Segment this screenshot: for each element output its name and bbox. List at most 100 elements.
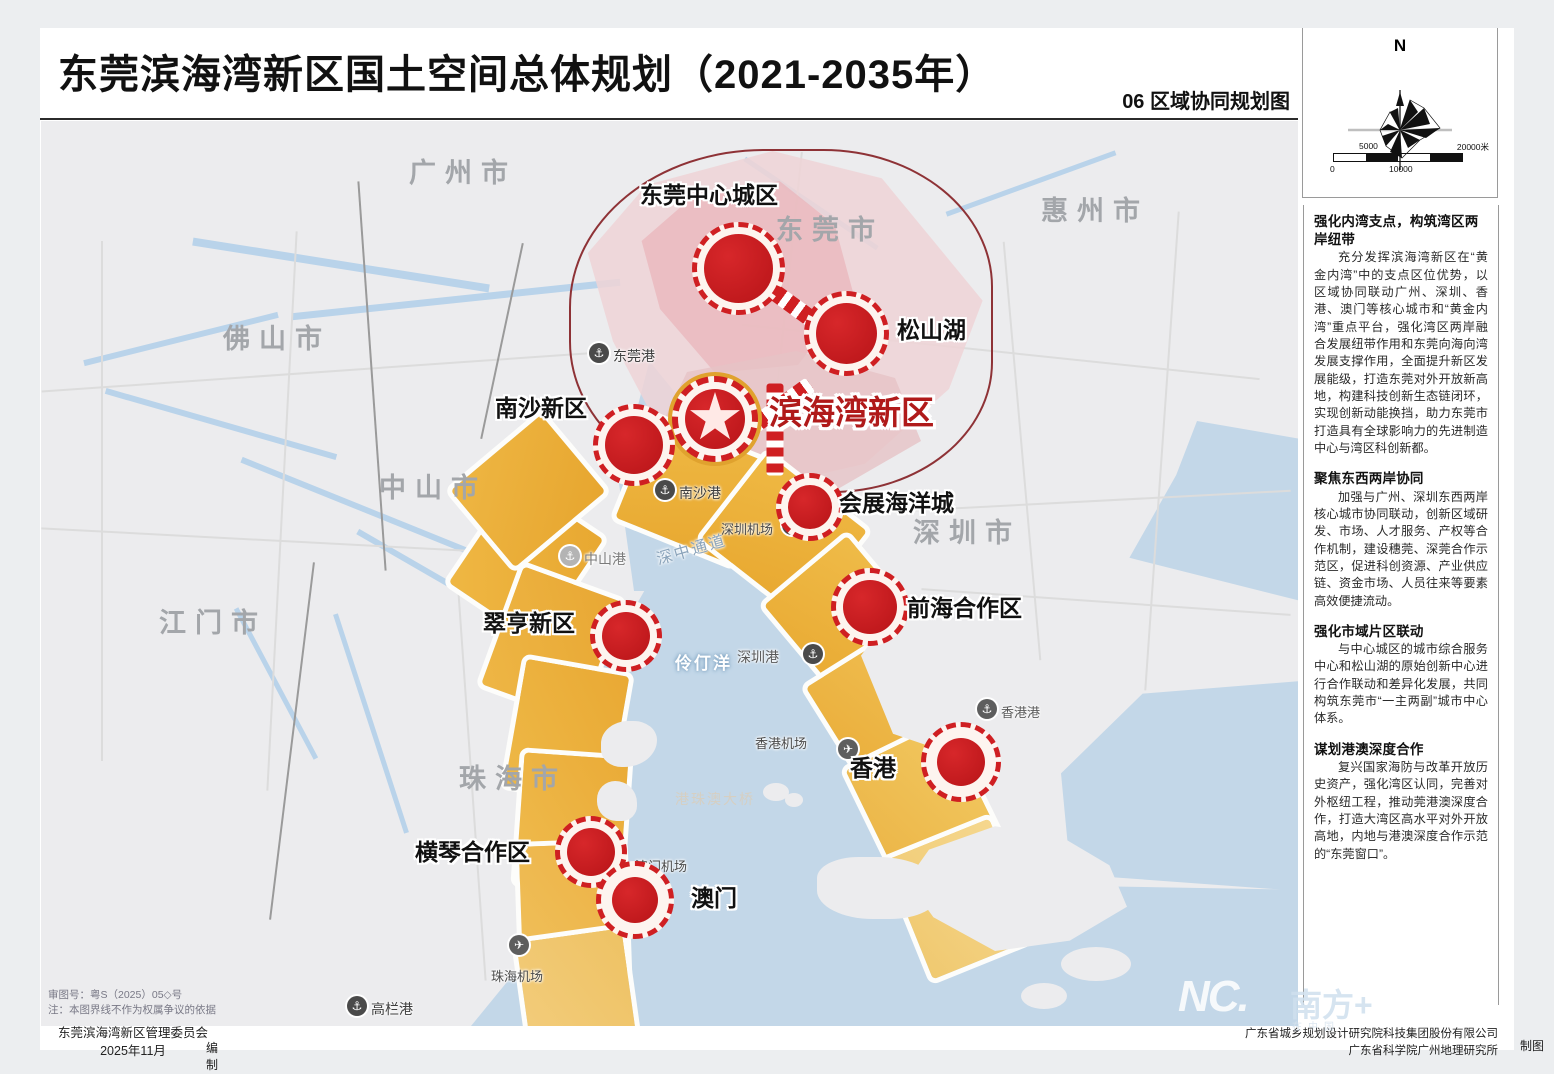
node-label-hongkong: 香港	[850, 755, 896, 781]
node-label-songshanhu: 松山湖	[897, 317, 966, 343]
road	[101, 241, 103, 761]
note-heading: 强化市域片区联动	[1314, 623, 1424, 639]
island	[597, 781, 637, 821]
island	[763, 783, 789, 801]
footer-left: 东莞滨海湾新区管理委员会 2025年11月 编制	[58, 1024, 218, 1072]
note-block: 强化内湾支点，构筑湾区两岸纽带 充分发挥滨海湾新区在“黄金内湾”中的支点区位优势…	[1314, 213, 1488, 457]
note-body: 充分发挥滨海湾新区在“黄金内湾”中的支点区位优势，以区域协同联动广州、深圳、香港…	[1314, 250, 1488, 456]
notes-column: 强化内湾支点，构筑湾区两岸纽带 充分发挥滨海湾新区在“黄金内湾”中的支点区位优势…	[1303, 205, 1499, 1005]
info-rail	[1302, 28, 1514, 1050]
poi-label-nansha-port: 南沙港	[679, 485, 721, 501]
approval-disclaimer: 注：本图界线不作为权属争议的依据	[48, 1003, 216, 1016]
footer-author: 东莞滨海湾新区管理委员会	[58, 1025, 209, 1040]
node-core	[816, 303, 877, 364]
node-label-macau: 澳门	[691, 885, 737, 911]
anchor-icon: ⚓	[560, 546, 580, 566]
city-label-jiangmen: 江门市	[159, 608, 267, 638]
node-songshanhu[interactable]	[804, 291, 889, 376]
city-label-dongguan: 东莞市	[776, 215, 884, 245]
node-core	[843, 580, 897, 634]
node-core	[788, 485, 832, 529]
anchor-icon: ⚓	[347, 996, 367, 1016]
node-cuiheng-xinqu[interactable]	[590, 600, 662, 672]
node-label-qianhai-hezuoqu: 前海合作区	[907, 595, 1022, 621]
island	[785, 793, 803, 807]
node-label-hengqin-hezuoqu: 横琴合作区	[415, 839, 530, 865]
footer-date: 2025年11月	[100, 1043, 166, 1058]
node-core	[602, 612, 650, 660]
north-label: N	[1393, 36, 1407, 55]
node-label-binhaiwan-xinqu: 滨海湾新区	[769, 394, 934, 431]
city-label-shenzhen: 深圳市	[913, 518, 1021, 548]
note-heading: 谋划港澳深度合作	[1314, 741, 1424, 757]
note-block: 强化市域片区联动 与中心城区的城市综合服务中心和松山湖的原始创新中心进行合作联动…	[1314, 623, 1488, 728]
scale-tick-5000: 5000	[1359, 141, 1378, 151]
poi-label-hk-airport: 香港机场	[755, 736, 808, 751]
poi-label-zhongshan-port: 中山港	[584, 551, 626, 567]
anchor-icon: ⚓	[977, 699, 997, 719]
node-macau[interactable]	[596, 861, 674, 939]
node-label-nansha-xinqu: 南沙新区	[495, 395, 587, 421]
node-label-dongguan-center: 东莞中心城区	[640, 182, 778, 208]
sheet-subtitle: 06 区域协同规划图	[1122, 91, 1290, 113]
cartographer-line-1: 广东省城乡规划设计研究院科技集团股份有限公司	[1245, 1027, 1498, 1040]
anchor-icon: ⚓	[655, 480, 675, 500]
city-label-huizhou: 惠州市	[1041, 196, 1149, 226]
node-nansha-xinqu[interactable]	[593, 404, 675, 486]
note-block: 聚焦东西两岸协同 加强与广州、深圳东西两岸核心城市协同联动，创新区域研发、市场、…	[1314, 470, 1488, 610]
footer-right: 广东省城乡规划设计研究院科技集团股份有限公司 广东省科学院广州地理研究所 制图	[1245, 1026, 1544, 1061]
scale-tick-10000: 10000	[1389, 164, 1413, 174]
scale-bar: 0 5000 10000 20000米	[1330, 141, 1489, 174]
approval-note: 审图号：粤S（2025）05◇号 注：本图界线不作为权属争议的依据	[48, 988, 216, 1018]
zhuhai-islands	[1061, 947, 1131, 981]
node-qianhai-hezuoqu[interactable]	[831, 568, 909, 646]
node-core	[605, 416, 663, 474]
note-heading: 强化内湾支点，构筑湾区两岸纽带	[1314, 214, 1479, 248]
node-label-cuiheng-xinqu: 翠亨新区	[483, 610, 575, 636]
node-core	[704, 234, 773, 303]
city-label-zhuhai: 珠海市	[459, 764, 567, 794]
poi-label-shenzhen-port: 深圳港	[737, 649, 779, 665]
scale-tick-0: 0	[1330, 164, 1335, 174]
scale-bar-track	[1333, 153, 1463, 162]
node-huizhan-haiyangcheng[interactable]	[776, 473, 844, 541]
anchor-icon: ⚓	[803, 644, 823, 664]
node-core	[567, 828, 615, 876]
map-canvas[interactable]: 广州市 佛山市 中山市 江门市 珠海市 东莞市 惠州市 深圳市 伶仃洋 港珠澳大…	[41, 121, 1298, 1026]
airplane-icon: ✈	[838, 739, 858, 759]
airplane-icon: ✈	[509, 935, 529, 955]
city-label-guangzhou: 广州市	[409, 158, 517, 188]
node-label-huizhan-haiyangcheng: 会展海洋城	[839, 490, 954, 516]
zhuhai-islands	[1021, 983, 1067, 1009]
node-core	[937, 738, 985, 786]
node-hongkong[interactable]	[921, 722, 1001, 802]
poi-label-hk-port: 香港港	[1001, 705, 1041, 720]
title-bar: 东莞滨海湾新区国土空间总体规划（2021-2035年） 06 区域协同规划图	[40, 28, 1298, 120]
binhaiwan-gold-halo	[668, 372, 762, 466]
node-dongguan-center[interactable]	[692, 222, 785, 315]
poi-label-gaolan-port: 高栏港	[371, 1001, 413, 1017]
poi-label-zhuhai-airport: 珠海机场	[491, 969, 544, 984]
node-binhaiwan-xinqu[interactable]	[672, 376, 758, 462]
note-body: 复兴国家海防与改革开放历史资产，强化湾区认同，完善对外枢纽工程，推动莞港澳深度合…	[1314, 759, 1488, 861]
poi-label-shenzhen-airport: 深圳机场	[721, 522, 774, 537]
cartographer-line-2: 广东省科学院广州地理研究所	[1348, 1044, 1499, 1057]
node-core	[612, 877, 658, 923]
note-body: 加强与广州、深圳东西两岸核心城市协同联动，创新区域研发、市场、人才服务、产权等合…	[1314, 489, 1488, 608]
note-heading: 聚焦东西两岸协同	[1314, 471, 1424, 487]
compass-rose-icon	[1348, 90, 1452, 170]
note-body: 与中心城区的城市综合服务中心和松山湖的原始创新中心进行合作联动和差异化发展，共同…	[1314, 642, 1488, 726]
anchor-icon: ⚓	[589, 343, 609, 363]
footer-author-suffix: 编制	[206, 1040, 219, 1073]
note-block: 谋划港澳深度合作 复兴国家海防与改革开放历史资产，强化湾区认同，完善对外枢纽工程…	[1314, 741, 1488, 863]
approval-number: 审图号：粤S（2025）05◇号	[48, 988, 183, 1001]
scale-tick-20000: 20000米	[1456, 142, 1489, 152]
node-hengqin-hezuoqu[interactable]	[555, 816, 627, 888]
page-title: 东莞滨海湾新区国土空间总体规划（2021-2035年）	[58, 53, 997, 97]
city-label-zhongshan: 中山市	[379, 473, 487, 503]
cartographer-suffix: 制图	[1519, 1038, 1544, 1053]
sea-label-lingdingyang: 伶仃洋	[675, 654, 732, 673]
compass-scale-box: N 0 5000 10000 20000米	[1302, 28, 1498, 198]
bridge-label-hzmb: 港珠澳大桥	[675, 791, 755, 807]
